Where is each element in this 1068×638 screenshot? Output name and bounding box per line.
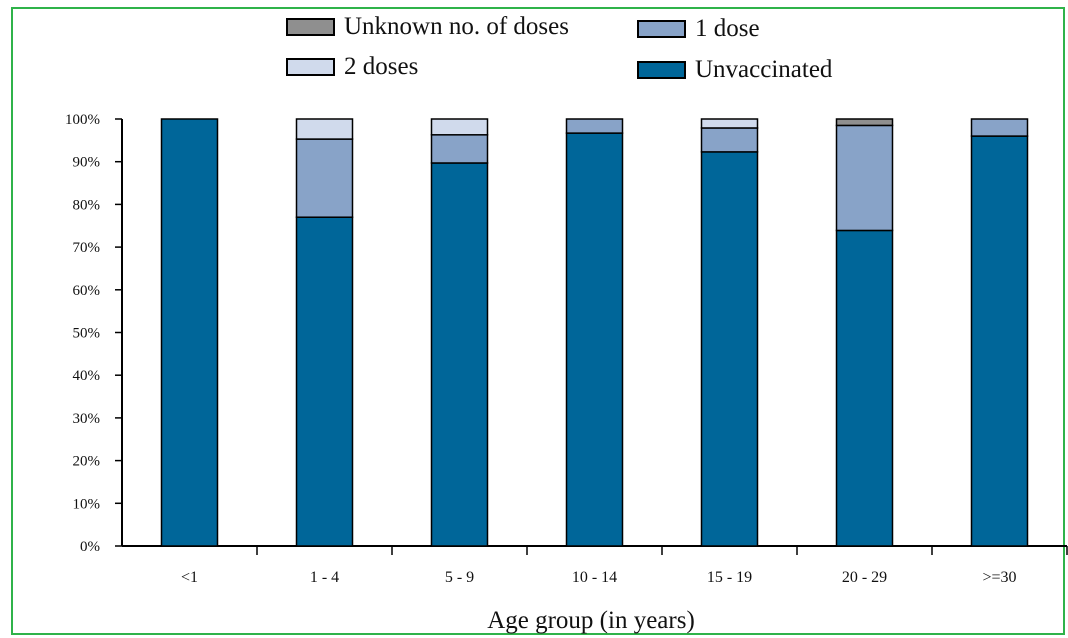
bar-segment <box>430 118 489 136</box>
x-tick-label: 10 - 14 <box>572 569 617 586</box>
bar-segment <box>835 124 894 232</box>
chart-frame <box>11 7 1065 635</box>
legend-swatch-1-dose <box>637 20 686 38</box>
legend-item-2-doses: 2 doses <box>286 53 418 81</box>
x-tick-label: 15 - 19 <box>707 569 752 586</box>
y-tick-label: 60% <box>73 283 101 299</box>
bar-segment <box>565 118 624 134</box>
y-tick-label: 100% <box>65 112 100 128</box>
y-tick-label: 70% <box>73 240 101 256</box>
bar-segment <box>160 118 219 547</box>
bar-segment <box>430 134 489 164</box>
bar-segment <box>700 127 759 153</box>
legend-item-unknown: Unknown no. of doses <box>286 13 569 41</box>
y-tick-label: 10% <box>73 496 101 512</box>
bar-segment <box>700 118 759 129</box>
bar-segment <box>295 118 354 140</box>
legend-label-unvaccinated: Unvaccinated <box>695 56 833 83</box>
x-tick-label: >=30 <box>982 569 1016 586</box>
legend-swatch-2-doses <box>286 58 335 76</box>
x-axis-title: Age group (in years) <box>487 607 695 634</box>
y-tick-label: 50% <box>73 326 101 342</box>
bar-segment <box>295 216 354 547</box>
y-tick-label: 20% <box>73 454 101 470</box>
legend-item-1-dose: 1 dose <box>637 15 760 43</box>
legend-swatch-unknown <box>286 18 335 36</box>
y-tick-label: 40% <box>73 368 101 384</box>
y-tick-label: 30% <box>73 411 101 427</box>
bar-segment <box>430 162 489 547</box>
x-tick-label: 1 - 4 <box>310 569 339 586</box>
y-tick-label: 80% <box>73 197 101 213</box>
legend-swatch-unvaccinated <box>637 61 686 79</box>
legend-item-unvaccinated: Unvaccinated <box>637 56 832 84</box>
bar-segment <box>970 135 1029 547</box>
y-tick-label: 90% <box>73 155 101 171</box>
bar-segment <box>835 118 894 127</box>
legend-label-unknown: Unknown no. of doses <box>344 13 569 40</box>
bar-segment <box>565 132 624 547</box>
y-tick-label: 0% <box>80 539 100 555</box>
x-tick-label: <1 <box>181 569 198 586</box>
legend-label-2-doses: 2 doses <box>344 53 419 80</box>
bar-segment <box>295 138 354 218</box>
bar-segment <box>970 118 1029 137</box>
x-tick-label: 20 - 29 <box>842 569 887 586</box>
legend-label-1-dose: 1 dose <box>695 15 760 42</box>
bar-segment <box>700 151 759 547</box>
x-tick-label: 5 - 9 <box>445 569 474 586</box>
bar-segment <box>835 229 894 547</box>
